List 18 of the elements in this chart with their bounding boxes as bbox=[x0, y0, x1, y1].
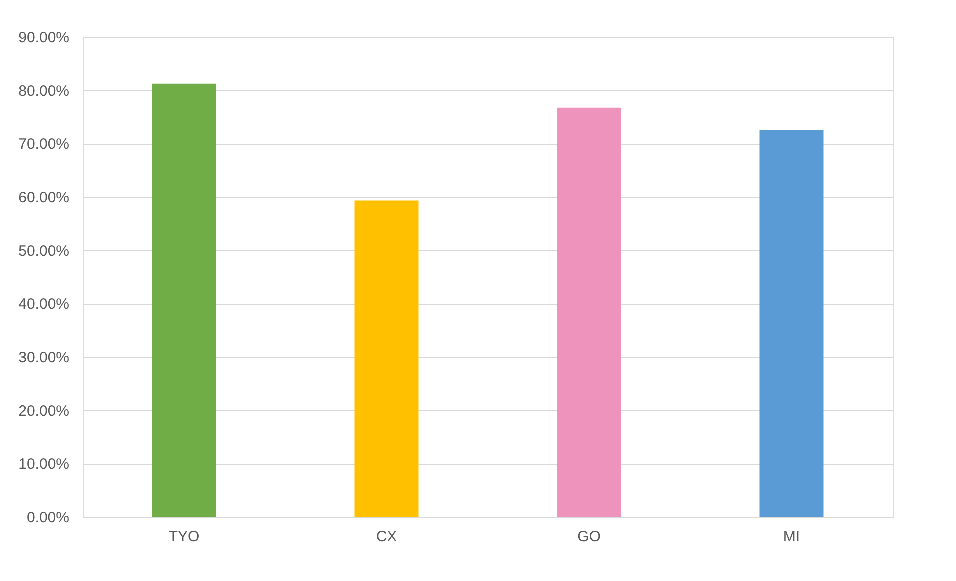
x-tick-label: CX bbox=[376, 528, 398, 546]
y-tick-label: 0.00% bbox=[26, 510, 70, 526]
x-tick-label: MI bbox=[783, 528, 800, 546]
bar bbox=[557, 108, 622, 517]
y-tick-label: 90.00% bbox=[18, 30, 70, 46]
bar bbox=[760, 130, 824, 517]
y-tick-label: 10.00% bbox=[18, 456, 70, 474]
x-tick-label: TYO bbox=[168, 528, 200, 546]
bar bbox=[354, 200, 419, 517]
y-tick-label: 50.00% bbox=[18, 242, 70, 260]
y-tick-label: 30.00% bbox=[18, 350, 70, 366]
y-tick-label: 60.00% bbox=[18, 190, 70, 206]
y-tick-label: 20.00% bbox=[18, 402, 70, 420]
y-tick-label: 70.00% bbox=[18, 136, 70, 154]
x-tick-label: GO bbox=[578, 528, 601, 546]
bar bbox=[152, 84, 216, 517]
y-tick-label: 40.00% bbox=[18, 296, 70, 314]
y-tick-label: 80.00% bbox=[18, 82, 70, 100]
